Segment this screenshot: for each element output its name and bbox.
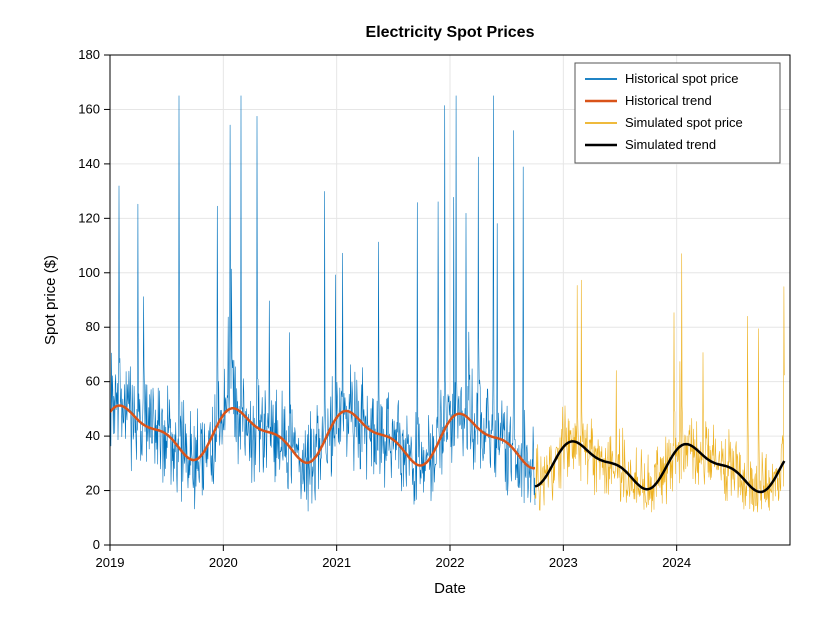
- legend-label: Simulated trend: [625, 137, 716, 152]
- svg-text:2024: 2024: [662, 555, 691, 570]
- svg-text:180: 180: [78, 47, 100, 62]
- y-axis-label: Spot price ($): [42, 255, 59, 345]
- legend-label: Historical trend: [625, 93, 712, 108]
- svg-text:140: 140: [78, 156, 100, 171]
- chart-title: Electricity Spot Prices: [366, 24, 535, 41]
- legend-label: Historical spot price: [625, 71, 738, 86]
- svg-text:120: 120: [78, 210, 100, 225]
- svg-text:2019: 2019: [96, 555, 125, 570]
- svg-text:0: 0: [93, 537, 100, 552]
- svg-text:2020: 2020: [209, 555, 238, 570]
- svg-text:80: 80: [86, 319, 100, 334]
- svg-text:160: 160: [78, 101, 100, 116]
- chart-container: 2019 2020 2021 2022 2023 2024 0 20 40 60 80 100 120 1…: [0, 0, 840, 630]
- svg-text:2023: 2023: [549, 555, 578, 570]
- svg-text:100: 100: [78, 265, 100, 280]
- svg-text:2022: 2022: [436, 555, 465, 570]
- svg-text:40: 40: [86, 428, 100, 443]
- svg-text:20: 20: [86, 483, 100, 498]
- legend: Historical spot price Historical trend Sim…: [575, 63, 780, 163]
- x-axis-label: Date: [434, 580, 466, 597]
- spot-price-chart: 2019 2020 2021 2022 2023 2024 0 20 40 60 80 100 120 1…: [0, 0, 840, 630]
- svg-text:60: 60: [86, 374, 100, 389]
- legend-label: Simulated spot price: [625, 115, 743, 130]
- svg-text:2021: 2021: [322, 555, 351, 570]
